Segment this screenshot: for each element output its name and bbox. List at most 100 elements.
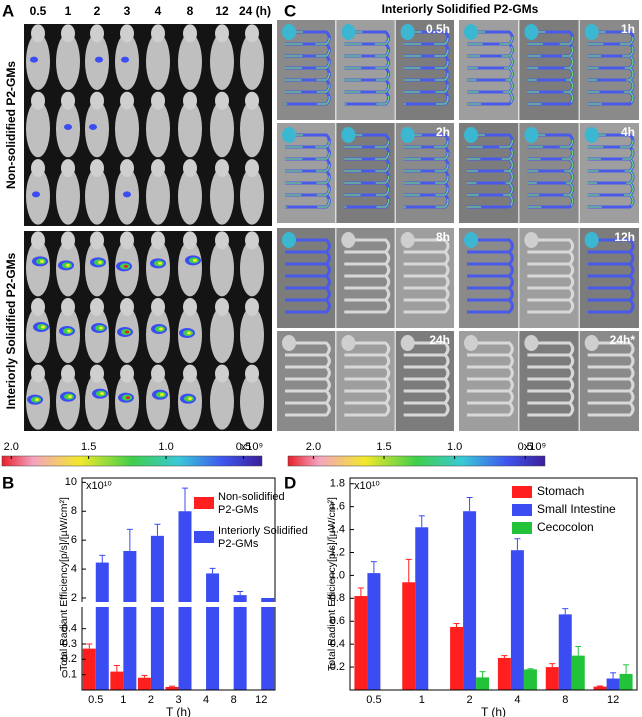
signal [64,124,72,130]
y-tick-label: 1.8 [330,478,345,490]
colorbar-tick-label: 2.0 [4,441,19,453]
legend-label: Cecocolon [537,520,594,534]
time-label: 12 [215,4,229,18]
mouse [178,168,202,225]
x-tick-label: 4 [203,694,209,706]
bar [619,673,633,690]
error-bar [466,496,473,512]
mouse-head [90,231,104,250]
mouse-head [215,231,229,250]
error-bar [141,674,148,678]
y-tick-label: 1.0 [330,569,345,581]
mouse [85,373,109,430]
signal [158,261,162,265]
bar [206,573,220,690]
signal [41,325,45,329]
signal [187,331,191,335]
colorbar [1,455,263,467]
error-bar [209,567,216,574]
bar [165,686,179,690]
panel-title: Interiorly Solidified P2-GMs [382,2,539,16]
time-label: 4h [621,125,635,139]
y-tick-label: 0.2 [330,661,345,673]
time-label: 24 (h) [239,4,271,18]
y-tick-label: 0.4 [330,638,345,650]
stomach [282,232,296,248]
mouse [240,168,264,225]
bar [606,678,620,690]
intestine [285,341,331,417]
stomach [400,127,415,143]
mouse-head [61,159,75,178]
mouse [146,373,170,430]
mouse-head [183,91,197,110]
mouse-head [120,24,134,43]
time-label: 8h [436,230,450,244]
mouse [85,100,109,158]
legend-swatch [194,531,214,543]
error-bar [610,672,617,679]
mouse [178,100,202,158]
error-bar [154,523,161,536]
error-bar [549,663,556,668]
signal [95,56,103,63]
error-bar [113,664,120,672]
colorbar-tick-label: 2.0 [306,441,321,453]
stomach [464,127,478,143]
legend-swatch [512,504,532,516]
y-tick-label: 1.6 [330,501,345,513]
time-label: 24h* [610,333,636,347]
mouse-head [61,24,75,43]
stomach [400,232,415,248]
mouse [26,307,50,363]
mouse [146,307,170,363]
signal [67,329,71,333]
mouse-head [215,159,229,178]
mouse [240,100,264,158]
x-tick-label: 12 [607,694,619,706]
signal [89,124,97,130]
bar [178,511,192,690]
mouse-head [31,159,45,178]
bar [95,562,109,690]
mouse-head [61,364,75,383]
mouse-head [120,298,134,316]
x-axis-label: T (h) [166,705,191,717]
mouse [85,240,109,297]
y-tick-label: 0.6 [330,615,345,627]
bar [523,669,537,690]
error-bar [237,590,244,596]
signal [32,191,40,198]
intestine [344,238,391,314]
signal [121,56,129,63]
mouse-head [31,24,45,43]
legend-swatch [194,497,214,509]
signal [68,395,72,399]
y-tick-label: 10 [65,476,77,488]
signal [159,327,163,331]
mouse-head [183,298,197,316]
legend-swatch [512,522,532,534]
stomach [524,335,539,351]
mouse [115,100,139,158]
colorbar-tick-label: 1.0 [447,441,462,453]
error-bar [514,538,521,551]
mouse-head [183,364,197,383]
mouse-head [215,24,229,43]
stomach [524,127,539,143]
time-label: 0.5h [426,22,450,36]
error-bar [169,685,175,687]
bar [497,657,511,690]
y-tick-label: 8 [71,505,77,517]
intestine [344,341,391,417]
x-tick-label: 2 [467,694,473,706]
bar [150,535,164,690]
time-label: 12h [614,230,635,244]
colorbar-multiplier: x10⁹ [524,441,546,453]
stomach [584,232,599,248]
mouse [85,168,109,225]
signal [35,398,39,402]
mouse-head [120,159,134,178]
colorbar [287,455,546,467]
